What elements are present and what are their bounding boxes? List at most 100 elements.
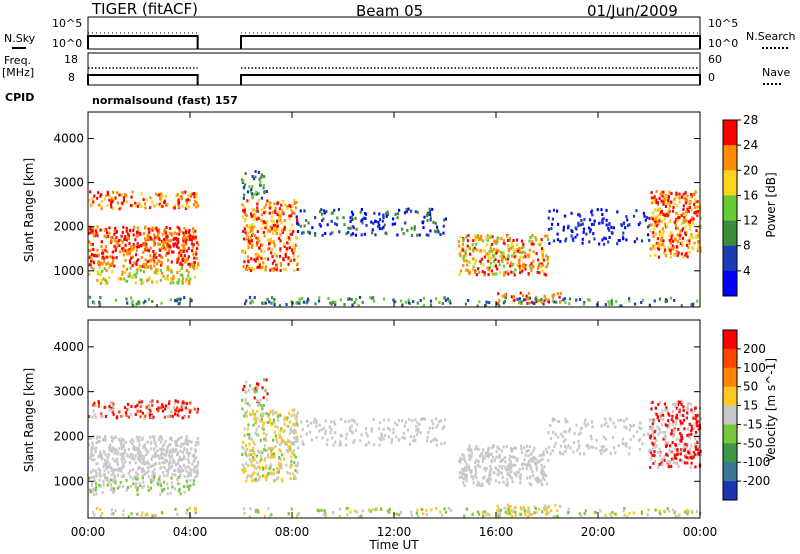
scatter-cell — [247, 255, 250, 259]
scatter-cell — [567, 507, 570, 511]
scatter-cell — [693, 202, 696, 206]
scatter-cell — [521, 467, 524, 470]
scatter-cell — [681, 448, 684, 452]
scatter-cell — [526, 510, 529, 514]
scatter-cell — [293, 436, 296, 440]
scatter-cell — [182, 463, 185, 467]
scatter-cell — [519, 271, 522, 275]
scatter-cell — [531, 240, 534, 244]
scatter-cell — [605, 421, 608, 425]
scatter-cell — [575, 423, 578, 427]
scatter-cell — [402, 232, 405, 236]
scatter-cell — [257, 239, 260, 243]
scatter-cell — [612, 421, 615, 425]
scatter-cell — [124, 411, 128, 415]
scatter-cell — [103, 228, 107, 232]
scatter-cell — [177, 240, 180, 243]
scatter-cell — [121, 270, 124, 274]
scatter-cell — [507, 472, 510, 476]
scatter-cell — [507, 244, 510, 248]
scatter-cell — [148, 230, 151, 234]
scatter-cell — [433, 229, 437, 233]
scatter-cell — [263, 234, 266, 238]
scatter-cell — [359, 210, 362, 214]
scatter-cell — [680, 435, 683, 439]
scatter-cell — [468, 448, 471, 452]
scatter-cell — [112, 478, 115, 482]
scatter-cell — [490, 261, 493, 265]
scatter-cell — [195, 205, 198, 209]
scatter-cell — [97, 467, 100, 471]
scatter-cell — [182, 236, 185, 240]
scatter-cell — [579, 223, 582, 227]
scatter-cell — [141, 476, 144, 480]
scatter-cell — [414, 210, 417, 214]
scatter-cell — [688, 206, 691, 209]
scatter-cell — [123, 193, 127, 196]
scatter-cell — [166, 242, 169, 246]
scatter-cell — [133, 475, 136, 479]
scatter-cell — [673, 245, 676, 249]
scatter-cell — [292, 441, 296, 444]
scatter-cell — [279, 233, 282, 237]
scatter-cell — [252, 423, 255, 427]
scatter-cell — [429, 440, 432, 443]
scatter-cell — [687, 509, 690, 513]
scatter-cell — [283, 429, 286, 432]
scatter-cell — [464, 302, 467, 306]
scatter-cell — [172, 448, 175, 451]
scatter-cell — [255, 217, 258, 221]
scatter-cell — [365, 223, 368, 227]
scatter-cell — [128, 228, 131, 232]
scatter-cell — [159, 447, 162, 451]
scatter-cell — [137, 245, 140, 249]
scatter-cell — [434, 417, 438, 421]
scatter-cell — [248, 515, 251, 519]
scatter-cell — [257, 217, 260, 220]
scatter-cell — [508, 511, 511, 515]
scatter-cell — [429, 303, 433, 307]
scatter-cell — [644, 218, 647, 222]
scatter-cell — [668, 209, 671, 213]
scatter-cell — [491, 446, 494, 450]
scatter-cell — [345, 436, 348, 440]
scatter-cell — [655, 241, 659, 245]
scatter-cell — [390, 438, 393, 442]
scatter-cell — [188, 235, 191, 239]
scatter-cell — [272, 268, 275, 272]
scatter-cell — [509, 512, 512, 516]
scatter-cell — [607, 300, 610, 304]
scatter-cell — [398, 438, 401, 442]
scatter-cell — [110, 473, 113, 477]
scatter-cell — [547, 227, 550, 231]
scatter-cell — [655, 189, 658, 193]
scatter-cell — [122, 264, 125, 268]
scatter-cell — [492, 444, 495, 448]
scatter-cell — [485, 237, 488, 241]
scatter-cell — [167, 244, 170, 248]
scatter-cell — [349, 428, 352, 432]
scatter-cell — [254, 467, 257, 471]
scatter-cell — [618, 304, 621, 308]
scatter-cell — [401, 227, 404, 231]
scatter-cell — [108, 198, 111, 202]
scatter-cell — [600, 208, 603, 212]
scatter-cell — [660, 423, 664, 427]
scatter-cell — [162, 275, 165, 278]
scatter-cell — [252, 440, 255, 444]
colorbar-band — [723, 220, 737, 247]
scatter-cell — [244, 462, 248, 465]
scatter-cell — [512, 248, 515, 251]
scatter-cell — [599, 509, 602, 513]
scatter-cell — [500, 471, 503, 475]
scatter-cell — [278, 456, 281, 459]
scatter-cell — [381, 219, 384, 223]
scatter-cell — [494, 479, 498, 483]
scatter-cell — [136, 451, 139, 455]
scatter-cell — [264, 389, 267, 392]
scatter-cell — [391, 222, 394, 226]
scatter-cell — [534, 507, 537, 510]
scatter-cell — [175, 232, 179, 236]
scatter-cell — [689, 199, 692, 203]
scatter-cell — [259, 413, 263, 417]
